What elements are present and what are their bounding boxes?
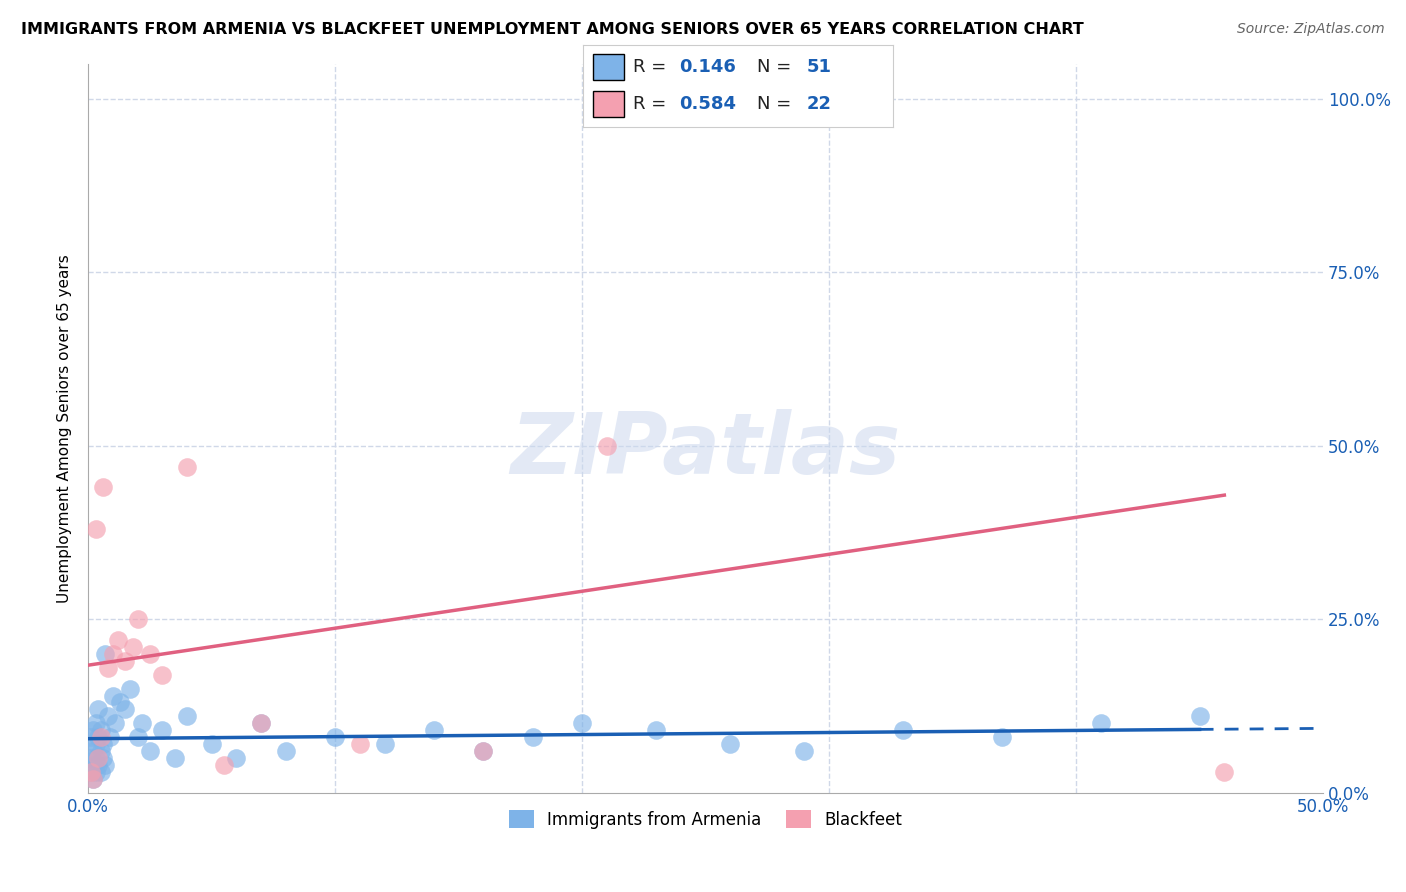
Point (349, 737, 371, 751)
Point (82, 723, 104, 738)
Point (176, 709, 198, 723)
Point (84, 751, 107, 765)
Point (472, 744, 495, 758)
Y-axis label: Unemployment Among Seniors over 65 years: Unemployment Among Seniors over 65 years (58, 254, 72, 603)
Text: Source: ZipAtlas.com: Source: ZipAtlas.com (1237, 22, 1385, 37)
Point (91, 480, 114, 494)
Point (107, 632, 129, 647)
FancyBboxPatch shape (593, 54, 624, 80)
FancyBboxPatch shape (593, 91, 624, 117)
Point (250, 716, 273, 731)
Point (150, 667, 173, 681)
Point (84, 737, 107, 751)
Legend: Immigrants from Armenia, Blackfeet: Immigrants from Armenia, Blackfeet (502, 804, 910, 835)
Text: R =: R = (633, 58, 672, 76)
Point (150, 723, 173, 738)
Point (82, 758, 104, 772)
Point (87, 751, 110, 765)
Point (87, 730, 110, 744)
Point (114, 654, 136, 668)
Text: 51: 51 (806, 58, 831, 76)
Point (87, 758, 110, 772)
Point (1213, 764, 1236, 779)
Text: 22: 22 (806, 95, 831, 112)
Point (100, 730, 122, 744)
Point (82, 772, 104, 786)
Point (94, 758, 117, 772)
Point (101, 689, 124, 703)
Point (121, 640, 143, 654)
Point (201, 737, 224, 751)
Point (139, 744, 162, 758)
Point (84, 716, 107, 731)
Text: N =: N = (756, 95, 797, 112)
Point (139, 647, 162, 661)
Point (596, 439, 619, 453)
Point (79, 730, 101, 744)
Point (374, 737, 396, 751)
Point (82, 772, 104, 786)
Point (127, 730, 149, 744)
Point (891, 723, 914, 738)
Point (250, 716, 273, 731)
Point (114, 702, 136, 716)
Point (472, 744, 495, 758)
Point (91, 751, 114, 765)
Text: 0.146: 0.146 (679, 58, 737, 76)
Point (718, 737, 741, 751)
Point (89, 730, 111, 744)
Text: R =: R = (633, 95, 672, 112)
Point (82, 744, 104, 758)
Point (1090, 716, 1112, 731)
Text: IMMIGRANTS FROM ARMENIA VS BLACKFEET UNEMPLOYMENT AMONG SENIORS OVER 65 YEARS CO: IMMIGRANTS FROM ARMENIA VS BLACKFEET UNE… (21, 22, 1084, 37)
Point (212, 758, 235, 772)
Point (842, 98, 865, 112)
Point (101, 647, 124, 661)
Point (274, 744, 297, 758)
Point (97, 661, 120, 675)
Point (645, 723, 668, 738)
Point (793, 744, 815, 758)
Point (79, 764, 101, 779)
Text: 0.584: 0.584 (679, 95, 737, 112)
Point (87, 702, 110, 716)
Point (163, 751, 186, 765)
Point (120, 681, 142, 696)
Point (89, 723, 111, 738)
Point (522, 730, 544, 744)
Point (79, 764, 101, 779)
Text: ZIPatlas: ZIPatlas (510, 409, 901, 491)
Point (423, 723, 446, 738)
Point (104, 716, 127, 731)
Point (97, 709, 120, 723)
Point (131, 716, 153, 731)
Point (89, 764, 111, 779)
Point (323, 730, 346, 744)
Point (991, 730, 1014, 744)
Point (127, 612, 149, 626)
Point (571, 716, 593, 731)
Point (89, 744, 111, 758)
Point (176, 459, 198, 474)
Point (91, 737, 114, 751)
Point (110, 695, 132, 709)
Point (79, 751, 101, 765)
Point (94, 647, 117, 661)
Text: N =: N = (756, 58, 797, 76)
Point (1188, 709, 1211, 723)
Point (225, 751, 247, 765)
Point (84, 522, 107, 536)
Point (84, 764, 107, 779)
